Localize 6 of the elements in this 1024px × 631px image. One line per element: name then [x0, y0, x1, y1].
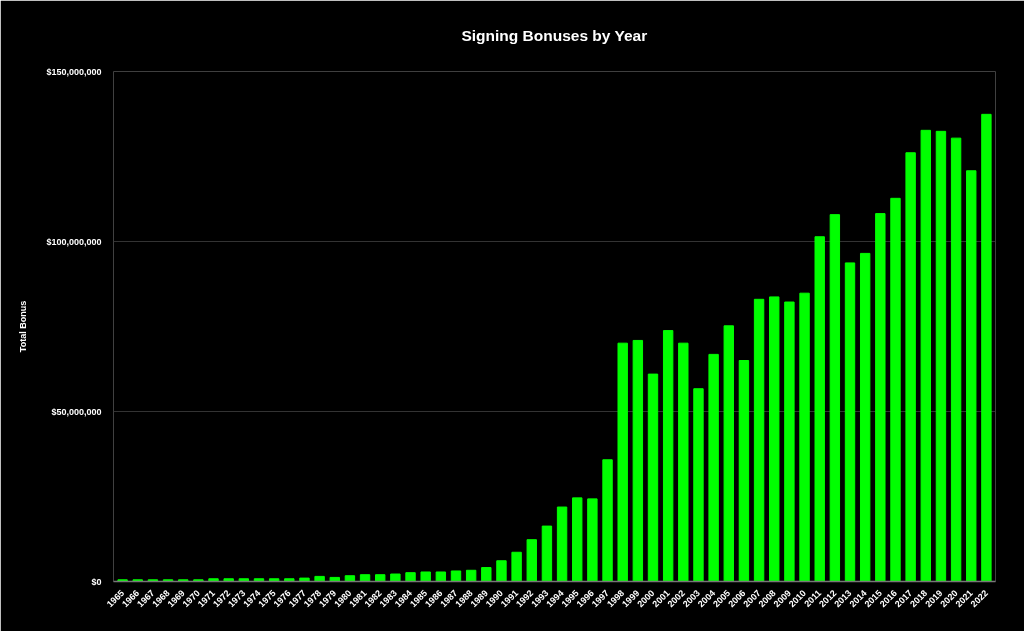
- y-tick-label: $0: [91, 576, 102, 587]
- chart-title: Signing Bonuses by Year: [461, 26, 648, 44]
- y-axis-title: Total Bonus: [18, 300, 29, 353]
- y-tick-label: $150,000,000: [46, 66, 102, 77]
- y-tick-label: $100,000,000: [46, 236, 102, 247]
- y-tick-label: $50,000,000: [51, 406, 102, 417]
